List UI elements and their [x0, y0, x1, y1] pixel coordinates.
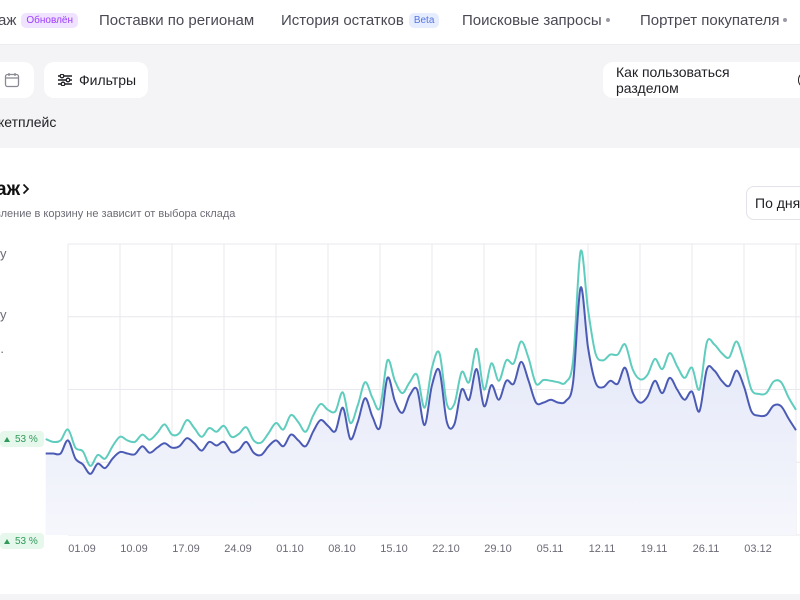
arrow-up-icon [4, 436, 10, 442]
tab-label: Поисковые запросы [462, 12, 602, 29]
x-tick-label: 03.12 [744, 543, 772, 555]
report-tabs: аж Обновлён Поставки по регионам История … [0, 0, 800, 45]
change-badge: 53 % [0, 431, 44, 447]
x-tick-label: 22.10 [432, 543, 460, 555]
change-value: 53 % [15, 535, 38, 547]
section-title[interactable]: аж [0, 179, 21, 200]
dot-indicator [605, 18, 610, 22]
tab-label: Поставки по регионам [99, 12, 255, 29]
x-tick-label: 05.11 [537, 543, 564, 555]
marketplace-label: кетплейс [0, 114, 57, 130]
tab-buyer-portrait[interactable]: Портрет покупателя [640, 12, 788, 29]
how-to-use-button[interactable]: Как пользоваться разделом ? [603, 62, 800, 98]
tab-sales[interactable]: аж Обновлён [0, 12, 78, 29]
x-tick-label: 26.11 [693, 543, 720, 555]
x-tick-label: 19.11 [641, 543, 668, 555]
x-tick-label: 12.11 [589, 543, 616, 555]
section-subtitle: вление в корзину не зависит от выбора ск… [0, 208, 236, 220]
tab-label: аж [0, 12, 17, 29]
change-value: 53 % [15, 433, 38, 445]
arrow-up-icon [4, 538, 10, 544]
x-tick-label: 10.09 [120, 543, 148, 555]
x-tick-label: 01.10 [276, 543, 304, 555]
x-tick-label: 29.10 [484, 543, 512, 555]
kpi-fragment: · [0, 344, 5, 359]
period-select[interactable]: По дням [746, 186, 800, 220]
change-badge: 53 % [0, 533, 44, 549]
dot-indicator [783, 18, 788, 22]
x-tick-label: 08.10 [328, 543, 356, 555]
x-tick-label: 17.09 [172, 543, 200, 555]
series-line-1[interactable] [45, 286, 797, 475]
kpi-fragment: у [0, 246, 7, 261]
beta-badge: Beta [408, 13, 440, 28]
kpi-fragment: у [0, 307, 7, 322]
filters-label: Фильтры [79, 72, 137, 88]
x-tick-label: 24.09 [224, 543, 252, 555]
x-tick-label: 15.10 [380, 543, 408, 555]
how-to-use-label: Как пользоваться разделом [616, 64, 730, 96]
date-picker-button[interactable] [0, 62, 34, 98]
tab-label: Портрет покупателя [640, 12, 780, 29]
filters-button[interactable]: Фильтры [44, 62, 148, 98]
filters-icon [58, 74, 72, 86]
calendar-icon [4, 73, 20, 88]
x-tick-label: 01.09 [68, 543, 96, 555]
series-line-0[interactable] [45, 249, 797, 467]
chevron-right-icon[interactable] [22, 183, 30, 195]
tab-label: История остатков [281, 12, 404, 29]
tab-regional-supplies[interactable]: Поставки по регионам [99, 12, 254, 29]
sales-line-chart: 01.09 10.09 17.09 24.09 01.10 08.10 15.10 22.10… [45, 243, 800, 555]
updated-badge: Обновлён [21, 13, 78, 28]
page-footer-strip [0, 594, 800, 600]
tab-stock-history[interactable]: История остатков Beta [281, 12, 440, 29]
tab-search-queries[interactable]: Поисковые запросы [462, 12, 610, 29]
